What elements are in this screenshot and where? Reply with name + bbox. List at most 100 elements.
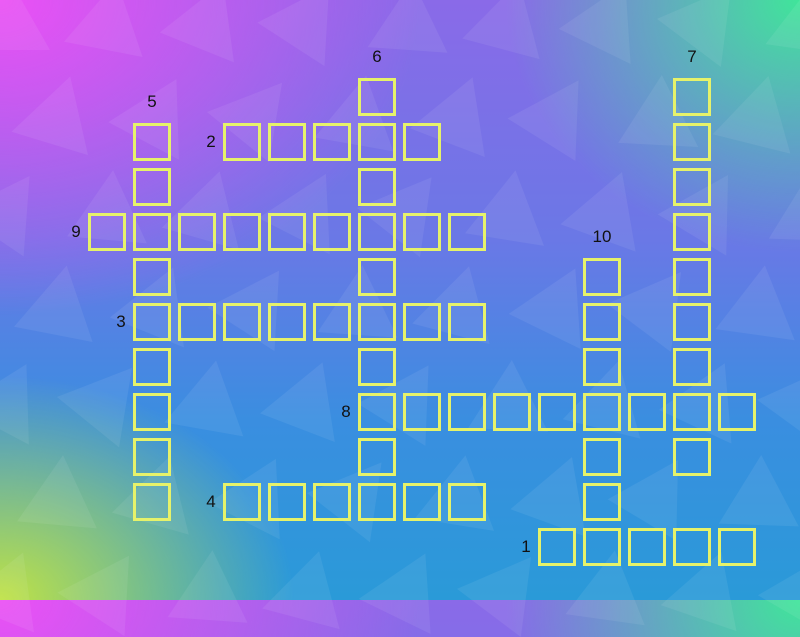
crossword-cell[interactable] <box>178 303 216 341</box>
crossword-cell[interactable] <box>673 393 711 431</box>
crossword-cell[interactable] <box>133 213 171 251</box>
background-triangle <box>765 0 800 56</box>
crossword-cell[interactable] <box>628 393 666 431</box>
crossword-cell[interactable] <box>313 303 351 341</box>
crossword-cell[interactable] <box>583 528 621 566</box>
crossword-cell[interactable] <box>358 213 396 251</box>
background-triangle <box>262 540 358 630</box>
crossword-cell[interactable] <box>448 213 486 251</box>
crossword-cell[interactable] <box>358 438 396 476</box>
crossword-cell[interactable] <box>673 123 711 161</box>
crossword-cell[interactable] <box>583 393 621 431</box>
background-triangle <box>367 0 453 53</box>
clue-number-1: 1 <box>521 537 531 556</box>
crossword-cell[interactable] <box>673 438 711 476</box>
crossword-cell[interactable] <box>268 483 306 521</box>
clue-number-6: 6 <box>372 47 382 66</box>
crossword-cell[interactable] <box>583 438 621 476</box>
crossword-cell[interactable] <box>358 78 396 116</box>
crossword-cell[interactable] <box>673 213 711 251</box>
crossword-cell[interactable] <box>718 393 756 431</box>
crossword-cell[interactable] <box>673 528 711 566</box>
background-triangle <box>57 533 163 637</box>
crossword-cell[interactable] <box>403 303 441 341</box>
background-triangle <box>167 547 253 623</box>
background-triangle <box>260 347 360 443</box>
clue-number-2: 2 <box>206 132 216 151</box>
crossword-cell[interactable] <box>223 123 261 161</box>
crossword-cell[interactable] <box>448 303 486 341</box>
crossword-cell[interactable] <box>448 393 486 431</box>
crossword-cell[interactable] <box>223 303 261 341</box>
crossword-cell[interactable] <box>268 213 306 251</box>
crossword-cell[interactable] <box>673 168 711 206</box>
background-triangle <box>358 536 462 634</box>
background-triangle <box>0 537 61 633</box>
background-triangle <box>164 353 256 437</box>
background-triangle <box>159 0 261 63</box>
crossword-cell[interactable] <box>583 483 621 521</box>
crossword-cell[interactable] <box>403 483 441 521</box>
clue-number-5: 5 <box>147 92 157 111</box>
crossword-cell[interactable] <box>358 483 396 521</box>
crossword-cell[interactable] <box>583 303 621 341</box>
crossword-cell[interactable] <box>583 258 621 296</box>
crossword-cell[interactable] <box>133 483 171 521</box>
crossword-cell[interactable] <box>313 213 351 251</box>
background-triangle <box>656 0 764 68</box>
crossword-cell[interactable] <box>358 303 396 341</box>
clue-number-4: 4 <box>206 492 216 511</box>
crossword-cell[interactable] <box>88 213 126 251</box>
crossword-cell[interactable] <box>628 528 666 566</box>
background-triangle <box>768 168 800 242</box>
crossword-cell[interactable] <box>538 393 576 431</box>
crossword-cell[interactable] <box>673 348 711 386</box>
background-triangle <box>757 343 800 447</box>
crossword-cell[interactable] <box>313 483 351 521</box>
crossword-cell[interactable] <box>358 348 396 386</box>
crossword-cell[interactable] <box>133 393 171 431</box>
background-triangle <box>558 0 662 64</box>
crossword-cell[interactable] <box>358 123 396 161</box>
crossword-cell[interactable] <box>313 123 351 161</box>
crossword-cell[interactable] <box>178 213 216 251</box>
crossword-cell[interactable] <box>268 123 306 161</box>
crossword-cell[interactable] <box>133 123 171 161</box>
crossword-cell[interactable] <box>223 213 261 251</box>
background-triangle <box>718 453 800 527</box>
crossword-cell[interactable] <box>493 393 531 431</box>
crossword-cell[interactable] <box>673 78 711 116</box>
clue-number-8: 8 <box>341 402 351 421</box>
crossword-cell[interactable] <box>403 213 441 251</box>
crossword-cell[interactable] <box>133 438 171 476</box>
background-triangle <box>507 59 613 161</box>
crossword-cell[interactable] <box>358 168 396 206</box>
crossword-cell[interactable] <box>448 483 486 521</box>
background-triangle <box>14 258 106 342</box>
crossword-cell[interactable] <box>133 348 171 386</box>
background-triangle <box>0 345 62 445</box>
clue-number-3: 3 <box>116 312 126 331</box>
crossword-cell[interactable] <box>673 303 711 341</box>
crossword-cell[interactable] <box>673 258 711 296</box>
background-triangle <box>64 0 156 57</box>
crossword-cell[interactable] <box>223 483 261 521</box>
crossword-cell[interactable] <box>358 393 396 431</box>
crossword-cell[interactable] <box>403 123 441 161</box>
background-triangle <box>0 0 50 50</box>
background-triangle <box>757 534 800 636</box>
crossword-cell[interactable] <box>133 303 171 341</box>
background-triangle <box>715 259 800 341</box>
crossword-cell[interactable] <box>358 258 396 296</box>
clue-number-9: 9 <box>71 222 81 241</box>
crossword-cell[interactable] <box>268 303 306 341</box>
clue-number-10: 10 <box>592 227 612 246</box>
crossword-cell[interactable] <box>133 168 171 206</box>
clue-number-7: 7 <box>687 47 697 66</box>
background-triangle <box>257 0 363 67</box>
crossword-cell[interactable] <box>133 258 171 296</box>
crossword-cell[interactable] <box>538 528 576 566</box>
crossword-cell[interactable] <box>718 528 756 566</box>
crossword-cell[interactable] <box>583 348 621 386</box>
crossword-cell[interactable] <box>403 393 441 431</box>
